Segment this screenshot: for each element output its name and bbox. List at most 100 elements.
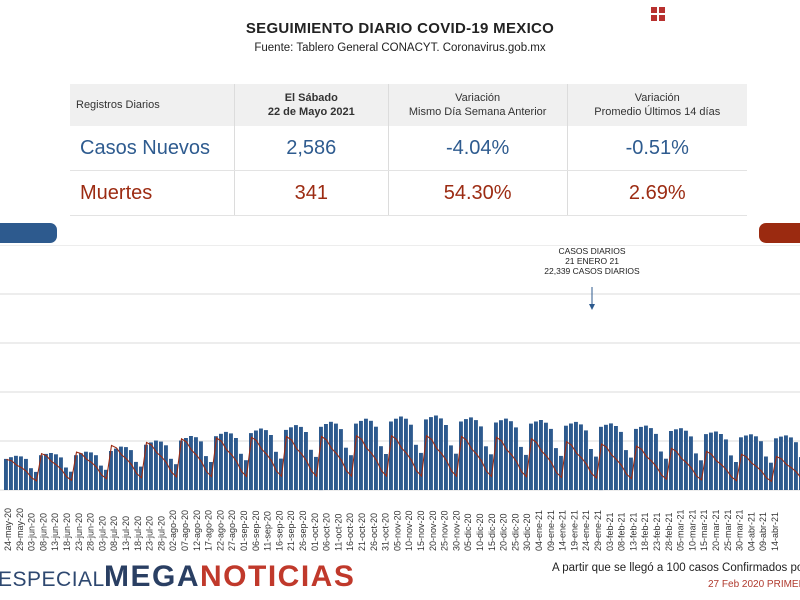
case-bar [49, 453, 53, 490]
x-tick-label: 12-ago-20 [192, 510, 202, 551]
x-tick-label: 16-sep-20 [274, 510, 284, 551]
x-tick-label: 30-nov-20 [451, 510, 461, 551]
x-tick-label: 11-oct-20 [333, 514, 343, 551]
case-bar [559, 455, 563, 490]
case-bar [149, 442, 153, 490]
x-tick-label: 18-jul-20 [133, 516, 143, 551]
deaths-value: 341 [234, 170, 389, 216]
cases-bars [4, 415, 800, 491]
x-tick-label: 05-mar-21 [676, 509, 686, 551]
case-bar [84, 451, 88, 490]
case-bar [249, 433, 253, 490]
case-bar [434, 415, 438, 490]
case-bar [494, 422, 498, 490]
x-tick-label: 18-feb-21 [640, 512, 650, 551]
col-var-week-header: Variación Mismo Día Semana Anterior [388, 84, 568, 126]
x-tick-label: 06-sep-20 [251, 510, 261, 551]
case-bar [459, 421, 463, 490]
case-bar [64, 467, 68, 490]
case-bar [744, 435, 748, 490]
brand-part2: NOTICIAS [200, 560, 356, 593]
case-bar [59, 457, 63, 490]
case-bar [44, 453, 48, 490]
case-bar [599, 426, 603, 491]
x-tick-label: 01-oct-20 [310, 513, 320, 551]
case-bar [409, 424, 413, 490]
x-tick-label: 13-jul-20 [121, 516, 131, 551]
x-tick-label: 09-abr-21 [758, 512, 768, 551]
case-bar [399, 416, 403, 490]
peak-arrow-head [589, 304, 595, 310]
deaths-row: Muertes 341 54.30% 2.69% [70, 170, 747, 216]
case-bar [514, 427, 518, 490]
deaths-var-week: 54.30% [388, 170, 568, 216]
case-bar [794, 442, 798, 490]
cases-row: Casos Nuevos 2,586 -4.04% -0.51% [70, 126, 747, 171]
col-date-line2: 22 de Mayo 2021 [267, 106, 355, 118]
case-bar [439, 418, 443, 490]
cases-series-tab [0, 223, 57, 243]
case-bar [254, 430, 258, 490]
case-bar [379, 446, 383, 490]
brand-part1: MEGA [104, 560, 200, 593]
case-bar [419, 452, 423, 490]
x-tick-label: 11-sep-20 [263, 511, 273, 551]
x-tick-label: 10-nov-20 [404, 510, 414, 551]
case-bar [39, 455, 43, 490]
case-bar [649, 428, 653, 490]
case-bar [289, 427, 293, 490]
case-bar [179, 440, 183, 490]
deaths-series-tab [759, 223, 800, 243]
case-bar [349, 455, 353, 490]
x-tick-label: 25-mar-21 [723, 509, 733, 551]
case-bar [474, 420, 478, 490]
case-bar [774, 438, 778, 490]
case-bar [304, 432, 308, 490]
col-var-week-line1: Variación [455, 92, 501, 104]
case-bar [74, 455, 78, 490]
case-bar [99, 465, 103, 490]
case-bar [569, 423, 573, 490]
case-bar [644, 425, 648, 490]
case-bar [769, 462, 773, 490]
case-bar [534, 421, 538, 490]
case-bar [574, 421, 578, 490]
x-tick-label: 16-oct-20 [345, 513, 355, 551]
x-tick-label: 02-ago-20 [168, 510, 178, 551]
case-bar [719, 434, 723, 490]
x-tick-label: 20-dic-20 [499, 513, 509, 551]
case-bar [14, 455, 18, 490]
case-bar [604, 424, 608, 490]
case-bar [229, 433, 233, 490]
x-tick-label: 03-jun-20 [27, 513, 37, 551]
case-bar [219, 433, 223, 490]
cases-value: 2,586 [234, 126, 389, 171]
case-bar [734, 462, 738, 490]
case-bar [414, 444, 418, 490]
case-bar [299, 426, 303, 490]
case-bar [544, 422, 548, 490]
row-header-label: Registros Diarios [70, 84, 235, 126]
case-bar [294, 425, 298, 490]
x-tick-label: 03-feb-21 [605, 512, 615, 551]
x-tick-label: 26-oct-20 [369, 513, 379, 551]
especial-label: ESPECIAL [0, 568, 105, 591]
case-bar [629, 457, 633, 490]
case-bar [499, 420, 503, 490]
deaths-line [6, 434, 800, 483]
grid-menu-icon[interactable] [651, 7, 666, 22]
page-title: SEGUIMIENTO DIARIO COVID-19 MEXICO [245, 20, 555, 37]
case-bar [684, 430, 688, 490]
x-tick-label: 04-abr-21 [746, 512, 756, 551]
x-tick-label: 31-oct-20 [381, 513, 391, 551]
peak-annotation-line: PICO DE REGISTRO DE [544, 245, 640, 246]
case-bar [529, 423, 533, 490]
case-bar [89, 452, 93, 490]
case-bar [4, 458, 8, 490]
case-bar [9, 457, 13, 490]
x-tick-label: 20-mar-21 [711, 509, 721, 551]
case-bar [104, 469, 108, 490]
x-tick-label: 08-jun-20 [38, 513, 48, 551]
case-bar [689, 436, 693, 490]
